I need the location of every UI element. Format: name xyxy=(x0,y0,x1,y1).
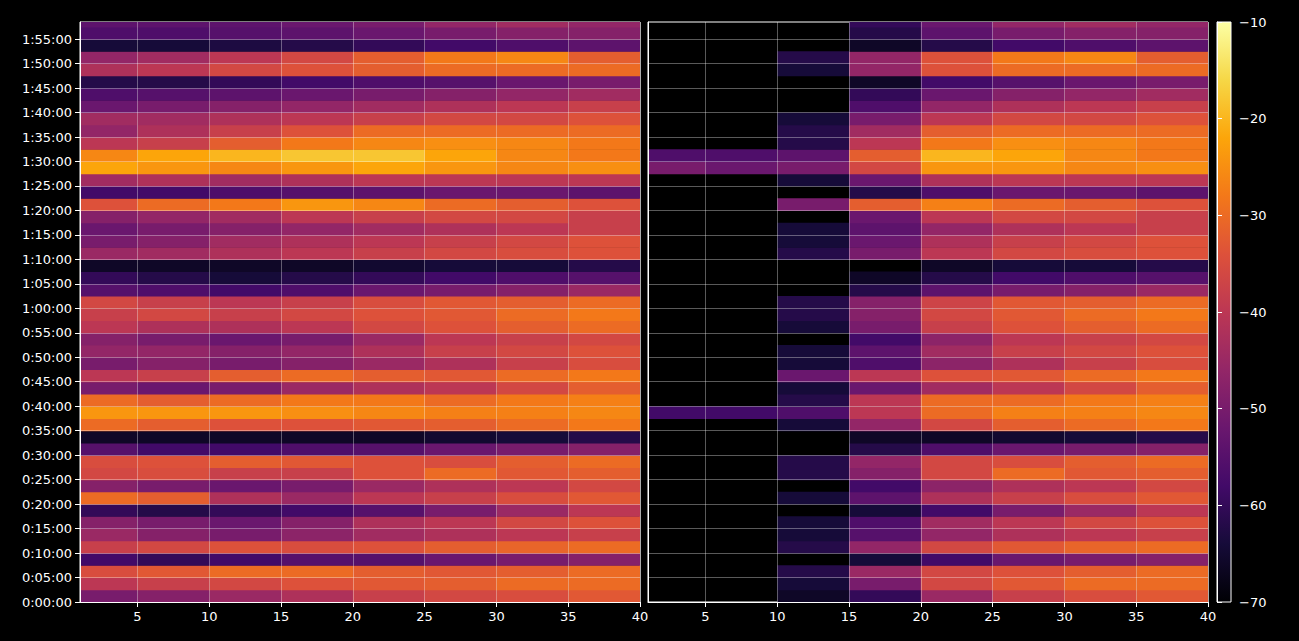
svg-text:1:50:00: 1:50:00 xyxy=(22,56,72,71)
svg-text:0:40:00: 0:40:00 xyxy=(22,399,72,414)
svg-text:−10: −10 xyxy=(1239,15,1266,30)
svg-text:−20: −20 xyxy=(1239,111,1266,126)
svg-text:−70: −70 xyxy=(1239,595,1266,610)
svg-text:35: 35 xyxy=(560,609,577,624)
svg-text:0:50:00: 0:50:00 xyxy=(22,350,72,365)
svg-text:1:10:00: 1:10:00 xyxy=(22,252,72,267)
svg-text:1:55:00: 1:55:00 xyxy=(22,32,72,47)
svg-text:40: 40 xyxy=(632,609,649,624)
svg-text:20: 20 xyxy=(345,609,362,624)
svg-text:1:05:00: 1:05:00 xyxy=(22,276,72,291)
svg-text:1:35:00: 1:35:00 xyxy=(22,130,72,145)
svg-text:0:05:00: 0:05:00 xyxy=(22,570,72,585)
svg-text:10: 10 xyxy=(201,609,218,624)
svg-text:0:35:00: 0:35:00 xyxy=(22,423,72,438)
svg-text:1:45:00: 1:45:00 xyxy=(22,81,72,96)
svg-text:−50: −50 xyxy=(1239,401,1266,416)
svg-text:30: 30 xyxy=(488,609,505,624)
svg-text:5: 5 xyxy=(133,609,141,624)
svg-text:15: 15 xyxy=(273,609,290,624)
svg-text:0:10:00: 0:10:00 xyxy=(22,546,72,561)
svg-text:35: 35 xyxy=(1128,609,1145,624)
svg-text:0:45:00: 0:45:00 xyxy=(22,374,72,389)
svg-text:20: 20 xyxy=(913,609,930,624)
svg-text:−40: −40 xyxy=(1239,305,1266,320)
svg-text:15: 15 xyxy=(841,609,858,624)
svg-text:1:30:00: 1:30:00 xyxy=(22,154,72,169)
svg-text:5: 5 xyxy=(701,609,709,624)
svg-text:0:00:00: 0:00:00 xyxy=(22,595,72,610)
svg-text:30: 30 xyxy=(1056,609,1073,624)
svg-text:10: 10 xyxy=(769,609,786,624)
svg-text:1:25:00: 1:25:00 xyxy=(22,178,72,193)
svg-text:1:40:00: 1:40:00 xyxy=(22,105,72,120)
svg-text:−60: −60 xyxy=(1239,498,1266,513)
svg-text:1:00:00: 1:00:00 xyxy=(22,301,72,316)
svg-text:0:55:00: 0:55:00 xyxy=(22,325,72,340)
svg-text:0:30:00: 0:30:00 xyxy=(22,448,72,463)
svg-text:0:15:00: 0:15:00 xyxy=(22,521,72,536)
svg-text:1:20:00: 1:20:00 xyxy=(22,203,72,218)
svg-text:1:15:00: 1:15:00 xyxy=(22,227,72,242)
svg-text:−30: −30 xyxy=(1239,208,1266,223)
svg-text:0:20:00: 0:20:00 xyxy=(22,497,72,512)
svg-text:0:25:00: 0:25:00 xyxy=(22,472,72,487)
svg-text:40: 40 xyxy=(1200,609,1217,624)
svg-text:25: 25 xyxy=(984,609,1001,624)
svg-text:25: 25 xyxy=(416,609,433,624)
